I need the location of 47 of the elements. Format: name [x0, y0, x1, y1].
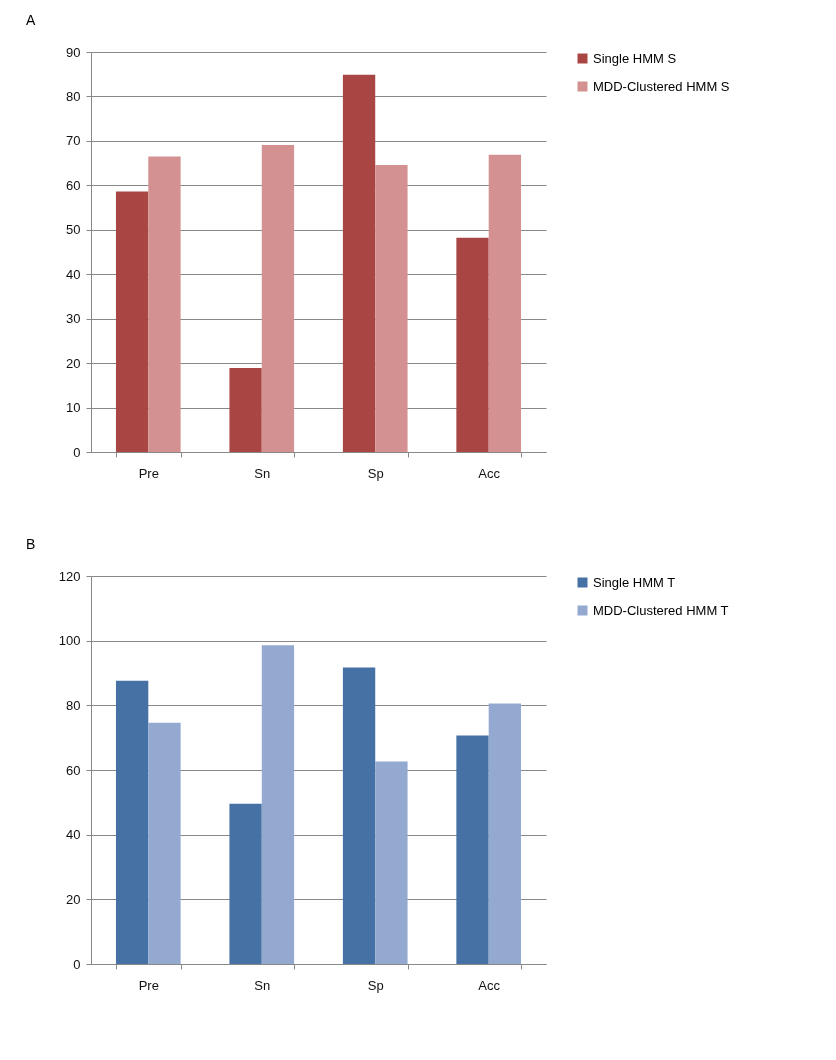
x-tick-label: Sp	[367, 465, 384, 481]
x-tick-label: Pre	[138, 465, 159, 481]
legend-label: Single HMM S	[593, 50, 677, 66]
y-tick-label: 30	[66, 311, 81, 327]
bar	[115, 191, 149, 452]
x-tick-label: Sn	[254, 465, 271, 481]
y-tick-label: 60	[66, 177, 81, 193]
y-tick-label: 120	[58, 568, 81, 584]
y-tick-label: 20	[66, 355, 81, 371]
y-tick-label: 10	[66, 400, 81, 416]
y-tick-label: 60	[66, 762, 81, 778]
bar	[229, 803, 262, 964]
legend-label: MDD-Clustered HMM S	[593, 78, 730, 94]
y-tick-label: 40	[66, 266, 81, 282]
bar	[375, 761, 408, 964]
y-tick-label: 0	[73, 956, 81, 972]
bar	[148, 156, 181, 452]
bar	[456, 735, 489, 964]
y-tick-label: 100	[58, 633, 81, 649]
bar	[229, 368, 262, 452]
bar	[261, 144, 295, 452]
x-tick-label: Pre	[138, 977, 159, 993]
x-tick-label: Sn	[254, 977, 271, 993]
bar	[375, 164, 408, 452]
bar	[342, 667, 376, 964]
y-tick-label: 80	[66, 88, 81, 104]
bar	[342, 74, 376, 452]
x-tick-label: Sp	[367, 977, 384, 993]
x-tick-label: Acc	[478, 977, 501, 993]
bar	[488, 154, 522, 452]
y-tick-label: 50	[66, 222, 81, 238]
y-tick-label: 70	[66, 133, 81, 149]
x-tick-label: Acc	[478, 465, 501, 481]
y-tick-label: 0	[73, 444, 81, 460]
y-tick-label: 20	[66, 891, 81, 907]
bar	[456, 237, 489, 452]
bar	[488, 703, 522, 964]
bar	[261, 645, 295, 964]
y-tick-label: 80	[66, 697, 81, 713]
bar	[115, 680, 149, 964]
legend-label: MDD-Clustered HMM T	[593, 602, 729, 618]
legend-label: Single HMM T	[593, 574, 676, 590]
bar	[148, 722, 181, 964]
y-tick-label: 40	[66, 827, 81, 843]
chart-title: B	[26, 536, 36, 552]
chart-title: A	[26, 12, 36, 28]
y-tick-label: 90	[66, 44, 81, 60]
